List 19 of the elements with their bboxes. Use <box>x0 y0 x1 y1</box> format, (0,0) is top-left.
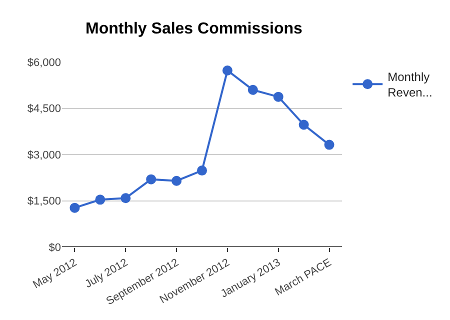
point <box>273 92 284 102</box>
point <box>248 84 258 95</box>
point <box>222 65 232 76</box>
point <box>172 176 182 186</box>
y-tick-label: $6,000 <box>27 56 61 69</box>
chart-title: Monthly Sales Commissions <box>86 20 303 38</box>
point <box>324 140 334 150</box>
point <box>197 166 207 176</box>
point <box>298 120 309 130</box>
point <box>70 202 80 213</box>
point <box>146 174 156 184</box>
x-tick-label: May 2012 <box>31 256 79 292</box>
y-tick-label: $0 <box>48 242 61 254</box>
legend-label: Monthly Reven... <box>388 70 432 100</box>
y-tick-label: $4,500 <box>27 103 61 116</box>
y-tick-label: $3,000 <box>27 149 61 162</box>
point <box>120 193 131 204</box>
y-tick-label: $1,500 <box>27 196 61 208</box>
point <box>95 194 106 205</box>
